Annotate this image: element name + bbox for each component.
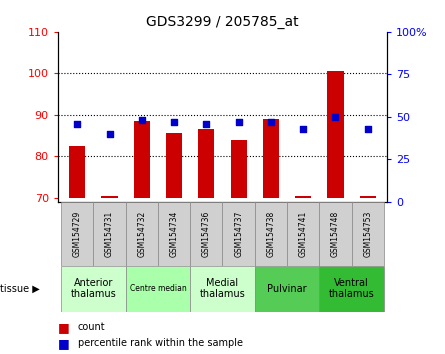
- Text: Pulvinar: Pulvinar: [267, 284, 307, 293]
- Text: GSM154741: GSM154741: [299, 211, 307, 257]
- Point: [235, 119, 242, 125]
- Point: [299, 126, 307, 132]
- Bar: [222, 202, 255, 266]
- Bar: [190, 266, 255, 312]
- Point: [364, 126, 371, 132]
- Text: ■: ■: [58, 337, 69, 350]
- Point: [170, 119, 178, 125]
- Bar: [287, 202, 320, 266]
- Text: GSM154732: GSM154732: [138, 211, 146, 257]
- Text: Anterior
thalamus: Anterior thalamus: [70, 278, 116, 299]
- Text: GSM154748: GSM154748: [331, 211, 340, 257]
- Text: Medial
thalamus: Medial thalamus: [200, 278, 245, 299]
- Bar: [93, 202, 125, 266]
- Text: ■: ■: [58, 321, 69, 334]
- Bar: [158, 202, 190, 266]
- Text: Centre median: Centre median: [129, 284, 186, 293]
- Bar: [125, 202, 158, 266]
- Point: [267, 119, 275, 125]
- Bar: [352, 202, 384, 266]
- Bar: [134, 121, 150, 198]
- Bar: [61, 202, 93, 266]
- Text: GSM154738: GSM154738: [267, 211, 275, 257]
- Bar: [255, 202, 287, 266]
- Title: GDS3299 / 205785_at: GDS3299 / 205785_at: [146, 16, 299, 29]
- Bar: [231, 139, 247, 198]
- Point: [106, 131, 113, 137]
- Text: GSM154753: GSM154753: [363, 210, 372, 257]
- Text: tissue ▶: tissue ▶: [0, 284, 40, 293]
- Text: GSM154729: GSM154729: [73, 211, 82, 257]
- Bar: [295, 195, 312, 198]
- Bar: [320, 202, 352, 266]
- Text: GSM154734: GSM154734: [170, 210, 178, 257]
- Text: Ventral
thalamus: Ventral thalamus: [329, 278, 375, 299]
- Text: GSM154737: GSM154737: [234, 210, 243, 257]
- Bar: [198, 129, 214, 198]
- Point: [74, 121, 81, 126]
- Bar: [61, 266, 125, 312]
- Point: [138, 118, 146, 123]
- Text: percentile rank within the sample: percentile rank within the sample: [78, 338, 243, 348]
- Point: [203, 121, 210, 126]
- Bar: [263, 119, 279, 198]
- Bar: [166, 133, 182, 198]
- Bar: [190, 202, 222, 266]
- Bar: [69, 146, 85, 198]
- Bar: [125, 266, 190, 312]
- Bar: [255, 266, 320, 312]
- Bar: [360, 195, 376, 198]
- Bar: [320, 266, 384, 312]
- Text: GSM154736: GSM154736: [202, 210, 211, 257]
- Point: [332, 114, 339, 120]
- Bar: [101, 195, 117, 198]
- Text: GSM154731: GSM154731: [105, 211, 114, 257]
- Bar: [328, 71, 344, 198]
- Text: count: count: [78, 322, 105, 332]
